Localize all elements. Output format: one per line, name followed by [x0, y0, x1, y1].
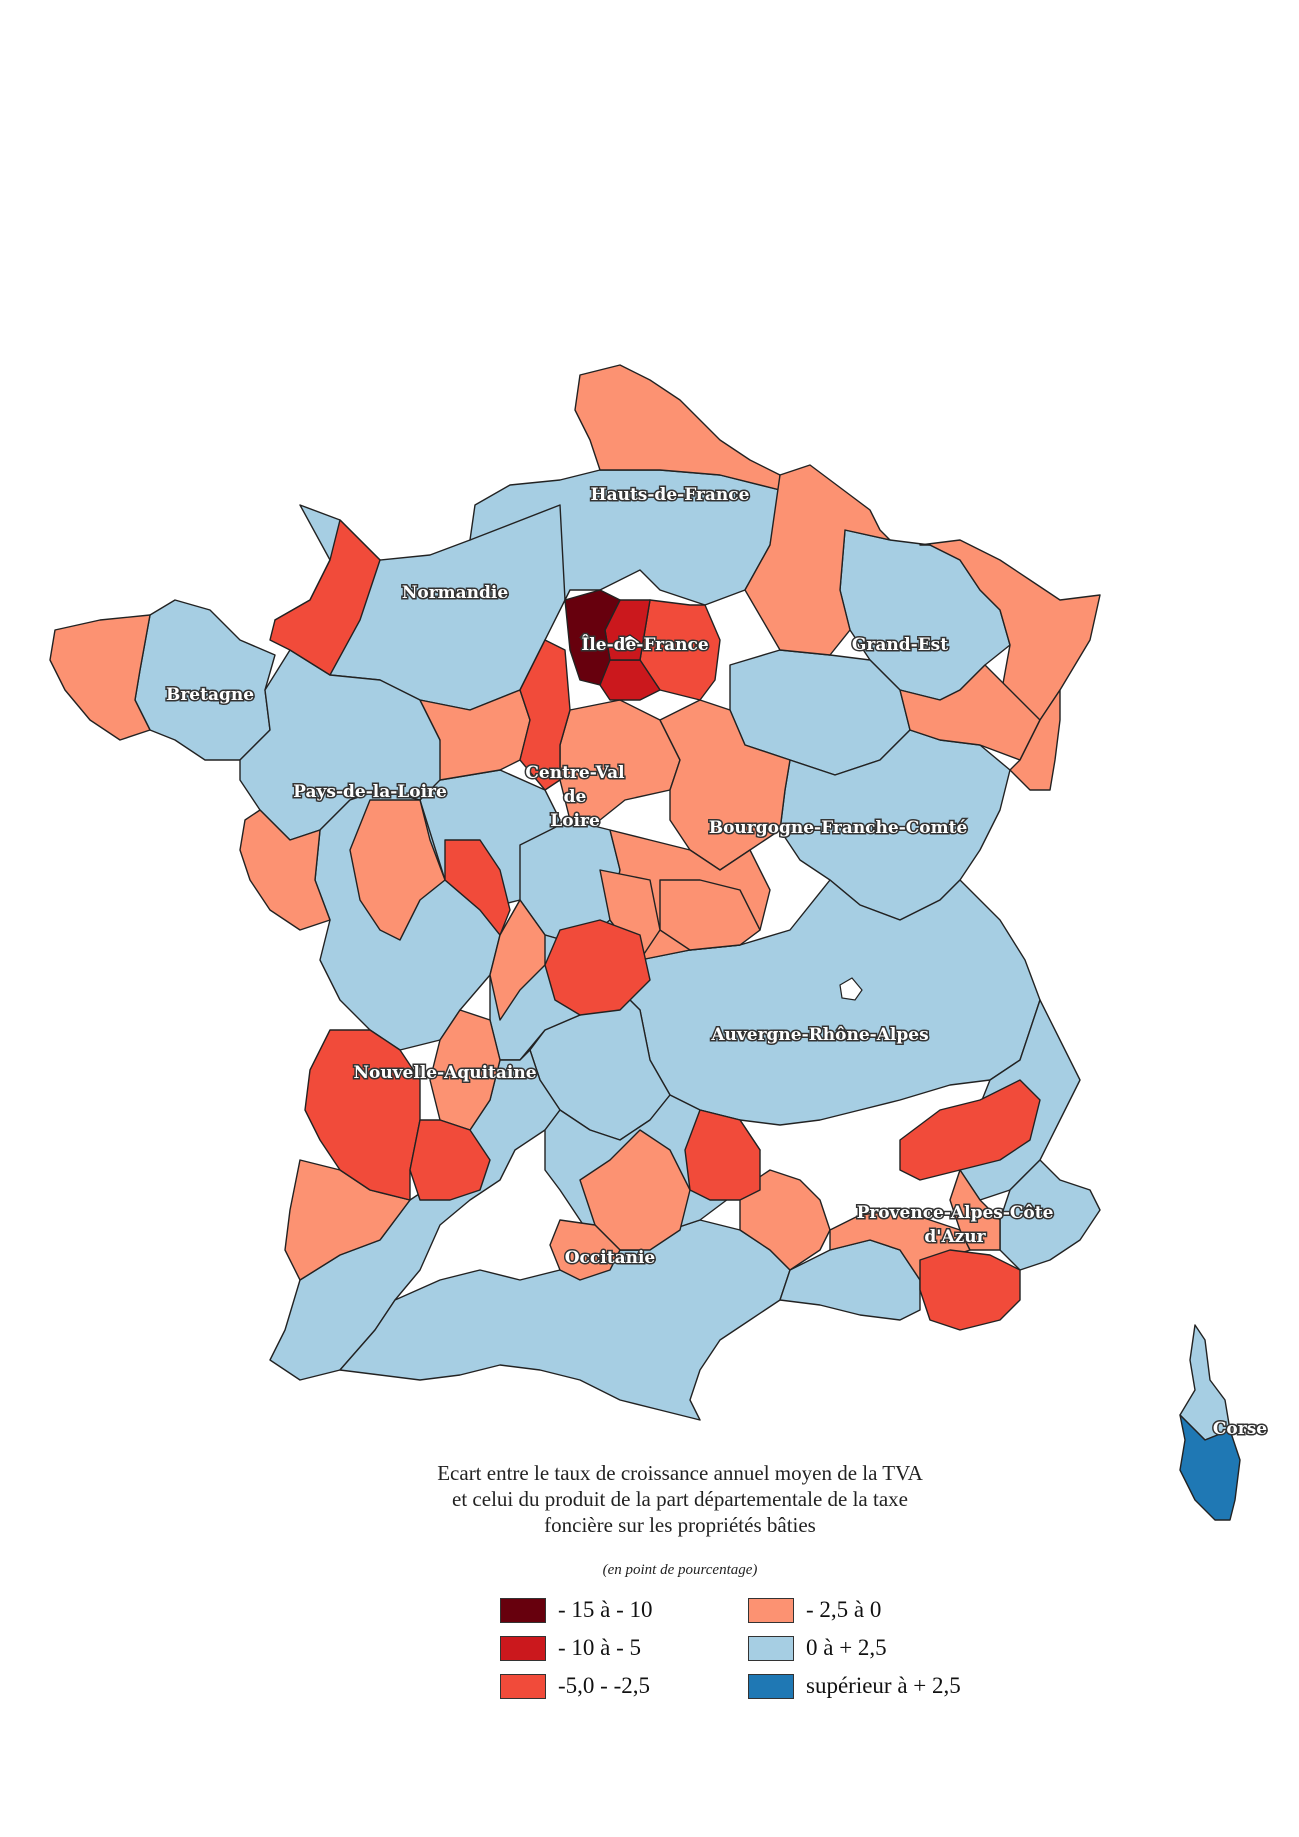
dept-bretagne-east — [134, 599, 276, 761]
legend-swatch — [500, 1597, 546, 1623]
region-label-paca-1: Provence-Alpes-Côte — [857, 1203, 1054, 1223]
dept-gard-vaucluse — [739, 1169, 831, 1271]
region-label-centre-val-de-loire-3: Loire — [550, 811, 600, 831]
region-label-ile-de-france: Île-de-France — [581, 634, 708, 655]
legend-label: - 15 à - 10 — [558, 1597, 653, 1622]
dept-var — [919, 1249, 1021, 1331]
category-minus-15-to-minus-10-departments — [564, 589, 621, 686]
map-title-line-1: Ecart entre le taux de croissance annuel… — [437, 1461, 923, 1485]
legend-item-5: 0 à + 2,5 — [748, 1635, 887, 1661]
legend-label: - 10 à - 5 — [558, 1635, 642, 1660]
category-above-2.5-departments — [1179, 1414, 1241, 1521]
dept-yonne-nievre — [659, 699, 791, 871]
legend-label: -5,0 - -2,5 — [558, 1673, 650, 1698]
region-label-pays-de-la-loire: Pays-de-la-Loire — [293, 782, 447, 802]
dept-saone-loire — [659, 879, 761, 951]
region-label-hauts-de-france: Hauts-de-France — [591, 485, 750, 505]
region-label-corse: Corse — [1213, 1419, 1267, 1439]
legend-label: supérieur à + 2,5 — [806, 1673, 961, 1698]
dept-aisne — [744, 464, 891, 656]
category-minus-5-to-minus-2.5-departments — [269, 519, 1041, 1331]
region-label-centre-val-de-loire-1: Centre-Val — [525, 763, 625, 783]
dept-lot — [429, 1009, 501, 1131]
dept-corse-du-sud — [1179, 1414, 1241, 1521]
legend-item-4: - 2,5 à 0 — [748, 1597, 881, 1623]
dept-lozere — [684, 1109, 761, 1201]
dept-ille-et-vilaine — [269, 519, 381, 676]
dept-loir-et-cher — [519, 639, 571, 791]
legend-item-3: -5,0 - -2,5 — [500, 1673, 650, 1699]
map-subtitle: (en point de pourcentage) — [602, 1562, 758, 1578]
dept-puy-de-dome-allier — [544, 919, 651, 1016]
legend-swatch — [748, 1635, 794, 1661]
dept-haut-rhin — [1009, 689, 1061, 791]
legend-item-6: supérieur à + 2,5 — [748, 1673, 961, 1699]
category-minus-2.5-to-0-departments — [49, 364, 1101, 1281]
legend-swatch — [500, 1635, 546, 1661]
dept-indre-et-loire-vienne — [444, 839, 511, 936]
dept-alpes-haute-provence — [949, 1169, 1001, 1251]
dept-charente — [349, 799, 446, 941]
dept-lot-et-garonne — [409, 1119, 491, 1201]
region-label-paca-2: d'Azur — [924, 1227, 986, 1247]
region-label-auvergne-rhone-alpes: Auvergne-Rhône-Alpes — [710, 1025, 928, 1045]
map-title-line-3: foncière sur les propriétés bâties — [544, 1513, 816, 1537]
dept-finistere — [49, 614, 151, 741]
legend-item-1: - 15 à - 10 — [500, 1597, 653, 1623]
lyon-metropole — [839, 977, 863, 1001]
dept-hautes-alpes — [899, 1079, 1041, 1181]
region-label-nouvelle-aquitaine: Nouvelle-Aquitaine — [353, 1063, 536, 1083]
dept-val-doise — [564, 589, 621, 686]
legend-item-2: - 10 à - 5 — [500, 1635, 641, 1661]
legend-swatch — [748, 1597, 794, 1623]
dept-ain-rhone — [599, 869, 661, 961]
region-label-centre-val-de-loire-2: de — [564, 787, 587, 807]
dept-creuse — [489, 899, 546, 1021]
dept-vendee — [239, 809, 331, 931]
map-title-line-2: et celui du produit de la part départeme… — [452, 1487, 908, 1511]
region-label-occitanie: Occitanie — [565, 1248, 656, 1268]
paris-petite-couronne — [619, 634, 641, 651]
dept-gironde — [304, 1029, 421, 1201]
dept-bfc-east — [779, 729, 1011, 921]
legend-label: 0 à + 2,5 — [806, 1635, 887, 1660]
region-label-normandie: Normandie — [402, 583, 509, 603]
region-label-bretagne: Bretagne — [166, 685, 254, 705]
dept-tarn-garonne — [549, 1219, 621, 1281]
legend-label: - 2,5 à 0 — [806, 1597, 882, 1622]
region-label-bourgogne-franche-comte: Bourgogne-Franche-Comté — [709, 818, 968, 838]
legend-swatch — [748, 1673, 794, 1699]
legend-swatch — [500, 1673, 546, 1699]
region-label-grand-est: Grand-Est — [852, 635, 948, 655]
